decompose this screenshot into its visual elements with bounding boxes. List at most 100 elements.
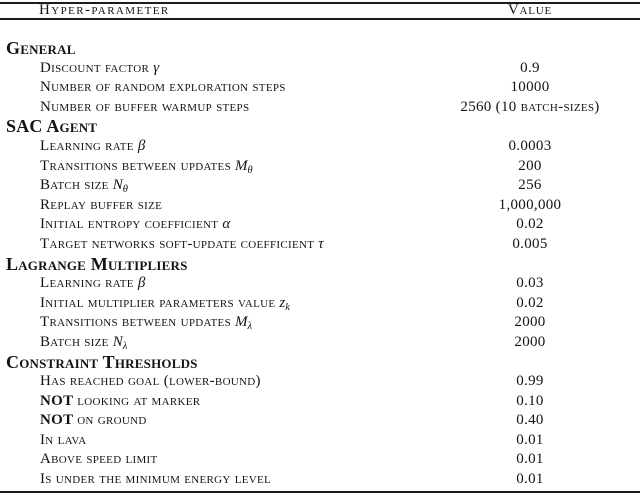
param-label: NOT looking at marker bbox=[0, 392, 420, 412]
table-row: Above speed limit 0.01 bbox=[0, 450, 640, 470]
param-value: 0.40 bbox=[516, 412, 544, 429]
label-text: Transitions between updates bbox=[40, 157, 236, 174]
param-value: 0.9 bbox=[520, 59, 540, 76]
section-label: General bbox=[0, 39, 640, 59]
math-subscript-wrap: θ bbox=[247, 158, 253, 176]
math-symbol: M bbox=[235, 314, 248, 331]
math-subscript: λ bbox=[247, 321, 253, 333]
table-row: NOT looking at marker 0.10 bbox=[0, 392, 640, 412]
param-value: 0.01 bbox=[516, 431, 544, 448]
section-row: Lagrange Multipliers bbox=[0, 255, 640, 275]
param-label: Batch size Nλ bbox=[0, 333, 420, 353]
label-text: Transitions between updates bbox=[40, 314, 236, 331]
label-text: Lagrange Multipliers bbox=[6, 254, 188, 274]
math-symbol: β bbox=[137, 275, 146, 292]
math-symbol: N bbox=[112, 333, 123, 350]
table-header-rule bbox=[0, 17, 640, 20]
section-row: SAC Agent bbox=[0, 117, 640, 137]
param-label: In lava bbox=[0, 431, 420, 451]
table-row: Initial multiplier parameters value zk 0.… bbox=[0, 294, 640, 314]
section-label: SAC Agent bbox=[0, 117, 640, 137]
label-text: Is under the minimum energy level bbox=[40, 471, 272, 488]
param-label: Target networks soft-update coefficient … bbox=[0, 235, 420, 255]
table-row: Target networks soft-update coefficient … bbox=[0, 235, 640, 255]
table-row: Has reached goal (lower-bound) 0.99 bbox=[0, 372, 640, 392]
param-label: Learning rate β bbox=[0, 137, 420, 157]
param-label: Has reached goal (lower-bound) bbox=[0, 372, 420, 392]
param-value: 2000 bbox=[514, 314, 546, 331]
table-row: Learning rate β 0.0003 bbox=[0, 137, 640, 157]
math-symbol: M bbox=[235, 157, 248, 174]
not-prefix: NOT bbox=[40, 392, 78, 409]
table-row: NOT on ground 0.40 bbox=[0, 411, 640, 431]
param-label: Learning rate β bbox=[0, 274, 420, 294]
table-row: Batch size Nθ 256 bbox=[0, 176, 640, 196]
section-row: General bbox=[0, 39, 640, 59]
table-row: Number of buffer warmup steps 2560 (10 ba… bbox=[0, 98, 640, 118]
label-text: looking at marker bbox=[77, 392, 201, 409]
math-symbol: N bbox=[112, 177, 123, 194]
param-label: Discount factor γ bbox=[0, 59, 420, 79]
table-row: Batch size Nλ 2000 bbox=[0, 333, 640, 353]
label-text: Learning rate bbox=[40, 275, 138, 292]
param-label: Batch size Nθ bbox=[0, 176, 420, 196]
param-label: Above speed limit bbox=[0, 450, 420, 470]
label-text: Constraint Thresholds bbox=[6, 352, 198, 372]
section-row: Constraint Thresholds bbox=[0, 353, 640, 373]
table-row: Learning rate β 0.03 bbox=[0, 274, 640, 294]
table-row: Replay buffer size 1,000,000 bbox=[0, 196, 640, 216]
not-prefix: NOT bbox=[40, 412, 78, 429]
param-label: NOT on ground bbox=[0, 411, 420, 431]
section-label: Lagrange Multipliers bbox=[0, 255, 640, 275]
label-text: Learning rate bbox=[40, 137, 138, 154]
math-subscript-wrap: k bbox=[285, 295, 290, 313]
math-symbol: α bbox=[222, 216, 231, 233]
table-row: Discount factor γ 0.9 bbox=[0, 59, 640, 79]
label-text: Initial entropy coefficient bbox=[40, 216, 223, 233]
param-value: 0.02 bbox=[516, 216, 544, 233]
table-row: Initial entropy coefficient α 0.02 bbox=[0, 215, 640, 235]
math-subscript: λ bbox=[122, 340, 128, 352]
math-subscript-wrap: λ bbox=[122, 334, 128, 352]
param-label: Transitions between updates Mθ bbox=[0, 157, 420, 177]
label-text: General bbox=[6, 39, 76, 58]
math-subscript: θ bbox=[122, 184, 128, 196]
header-value: Value bbox=[507, 2, 553, 18]
label-text: Replay buffer size bbox=[40, 196, 163, 213]
table-top-rule bbox=[0, 2, 640, 4]
param-value: 0.0003 bbox=[508, 137, 552, 154]
label-text: Batch size bbox=[40, 177, 113, 194]
param-value: 0.10 bbox=[516, 392, 544, 409]
param-label: Initial entropy coefficient α bbox=[0, 215, 420, 235]
table-body: General Discount factor γ 0.9 Number of ran… bbox=[0, 20, 640, 490]
param-label: Initial multiplier parameters value zk bbox=[0, 294, 420, 314]
math-subscript: θ bbox=[247, 164, 253, 176]
param-label: Number of buffer warmup steps bbox=[0, 98, 420, 118]
table-bottom-rule bbox=[0, 490, 640, 493]
param-label: Replay buffer size bbox=[0, 196, 420, 216]
section-label: Constraint Thresholds bbox=[0, 353, 640, 373]
math-symbol: τ bbox=[318, 235, 324, 252]
label-text: SAC Agent bbox=[6, 117, 98, 137]
math-subscript: k bbox=[285, 301, 290, 313]
param-value: 0.02 bbox=[516, 294, 544, 311]
param-value: 256 bbox=[518, 177, 542, 194]
param-label: Number of random exploration steps bbox=[0, 78, 420, 98]
label-text: In lava bbox=[40, 431, 87, 448]
param-value: 0.005 bbox=[512, 235, 548, 252]
math-symbol: γ bbox=[153, 59, 160, 76]
math-symbol: z bbox=[279, 294, 286, 311]
param-value: 200 bbox=[518, 157, 542, 174]
param-value: 2000 bbox=[514, 333, 546, 350]
table-row: In lava 0.01 bbox=[0, 431, 640, 451]
table-row: Number of random exploration steps 10000 bbox=[0, 78, 640, 98]
param-label: Transitions between updates Mλ bbox=[0, 313, 420, 333]
math-subscript-wrap: θ bbox=[122, 177, 128, 196]
label-text: Target networks soft-update coefficient bbox=[40, 235, 319, 252]
param-value: 0.99 bbox=[516, 373, 544, 390]
label-text: Above speed limit bbox=[40, 451, 158, 468]
math-subscript-wrap: λ bbox=[247, 314, 253, 333]
label-text: Number of buffer warmup steps bbox=[40, 98, 250, 115]
param-value: 1,000,000 bbox=[498, 196, 562, 213]
